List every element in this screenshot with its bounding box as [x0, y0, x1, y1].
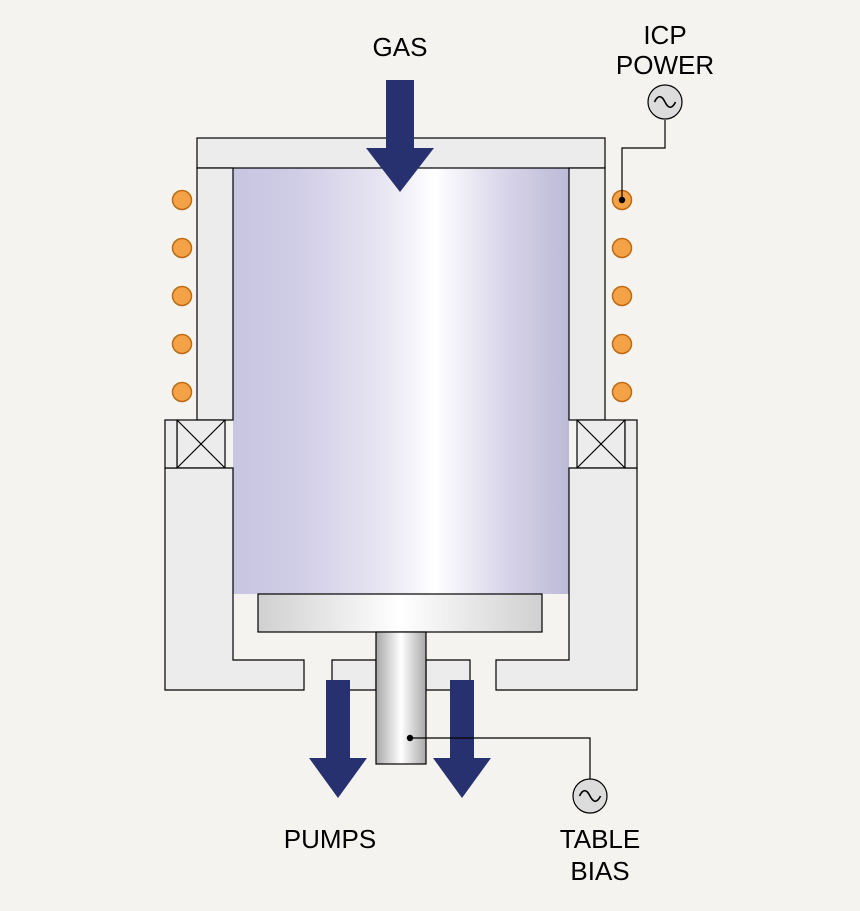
coil-dot: [613, 287, 632, 306]
coil-dot: [613, 335, 632, 354]
table-bias-label: BIAS: [570, 856, 629, 886]
icp-power-label: ICP: [643, 20, 686, 50]
table-bias-label: TABLE: [560, 824, 640, 854]
coil-dot: [173, 335, 192, 354]
coil-dot: [613, 383, 632, 402]
coil-dot: [613, 239, 632, 258]
pumps-label: PUMPS: [284, 824, 376, 854]
coil-dot: [173, 191, 192, 210]
coil-dot: [173, 287, 192, 306]
gas-label: GAS: [373, 32, 428, 62]
coil-dot: [173, 239, 192, 258]
coil-dot: [173, 383, 192, 402]
icp-power-label: POWER: [616, 50, 714, 80]
